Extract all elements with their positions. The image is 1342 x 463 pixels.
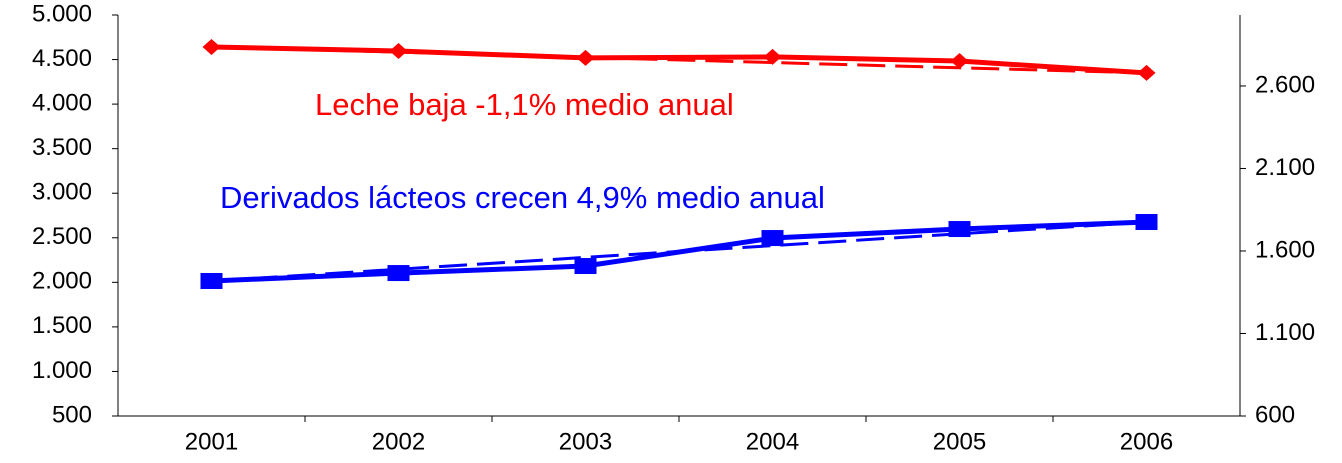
marker [950,53,969,70]
annotation: Leche baja -1,1% medio anual [315,87,734,122]
y-tick-label: 1.000 [32,357,92,384]
marker [761,230,784,247]
trend-line [211,45,1147,75]
marker [200,272,223,289]
marker [763,48,782,65]
x-tick-label: 2005 [933,428,986,455]
marker [387,265,410,282]
x-tick-label: 2003 [559,428,612,455]
y-tick-label: 2.500 [32,223,92,250]
y-tick-label: 4.500 [32,45,92,72]
x-tick-label: 2006 [1120,428,1173,455]
x-tick-label: 2001 [185,428,238,455]
y-tick-label: 1.500 [32,312,92,339]
y2-tick-label: 600 [1255,401,1295,428]
marker [574,258,597,275]
y-tick-label: 4.000 [32,89,92,116]
y2-tick-label: 1.100 [1255,319,1315,346]
y-tick-label: 2.000 [32,268,92,295]
marker [948,221,971,238]
y2-tick-label: 2.600 [1255,71,1315,98]
y-tick-label: 3.500 [32,134,92,161]
y-tick-label: 500 [52,401,92,428]
trend-line [211,220,1147,283]
marker [202,39,221,56]
annotation: Derivados lácteos crecen 4,9% medio anua… [220,180,825,215]
marker [1137,64,1156,81]
x-tick-label: 2004 [746,428,799,455]
y-tick-label: 5.000 [32,0,92,27]
marker [389,42,408,59]
marker [1135,214,1158,231]
marker [576,49,595,66]
x-tick-label: 2002 [372,428,425,455]
y2-tick-label: 1.600 [1255,236,1315,263]
y2-tick-label: 2.100 [1255,154,1315,181]
y-tick-label: 3.000 [32,179,92,206]
